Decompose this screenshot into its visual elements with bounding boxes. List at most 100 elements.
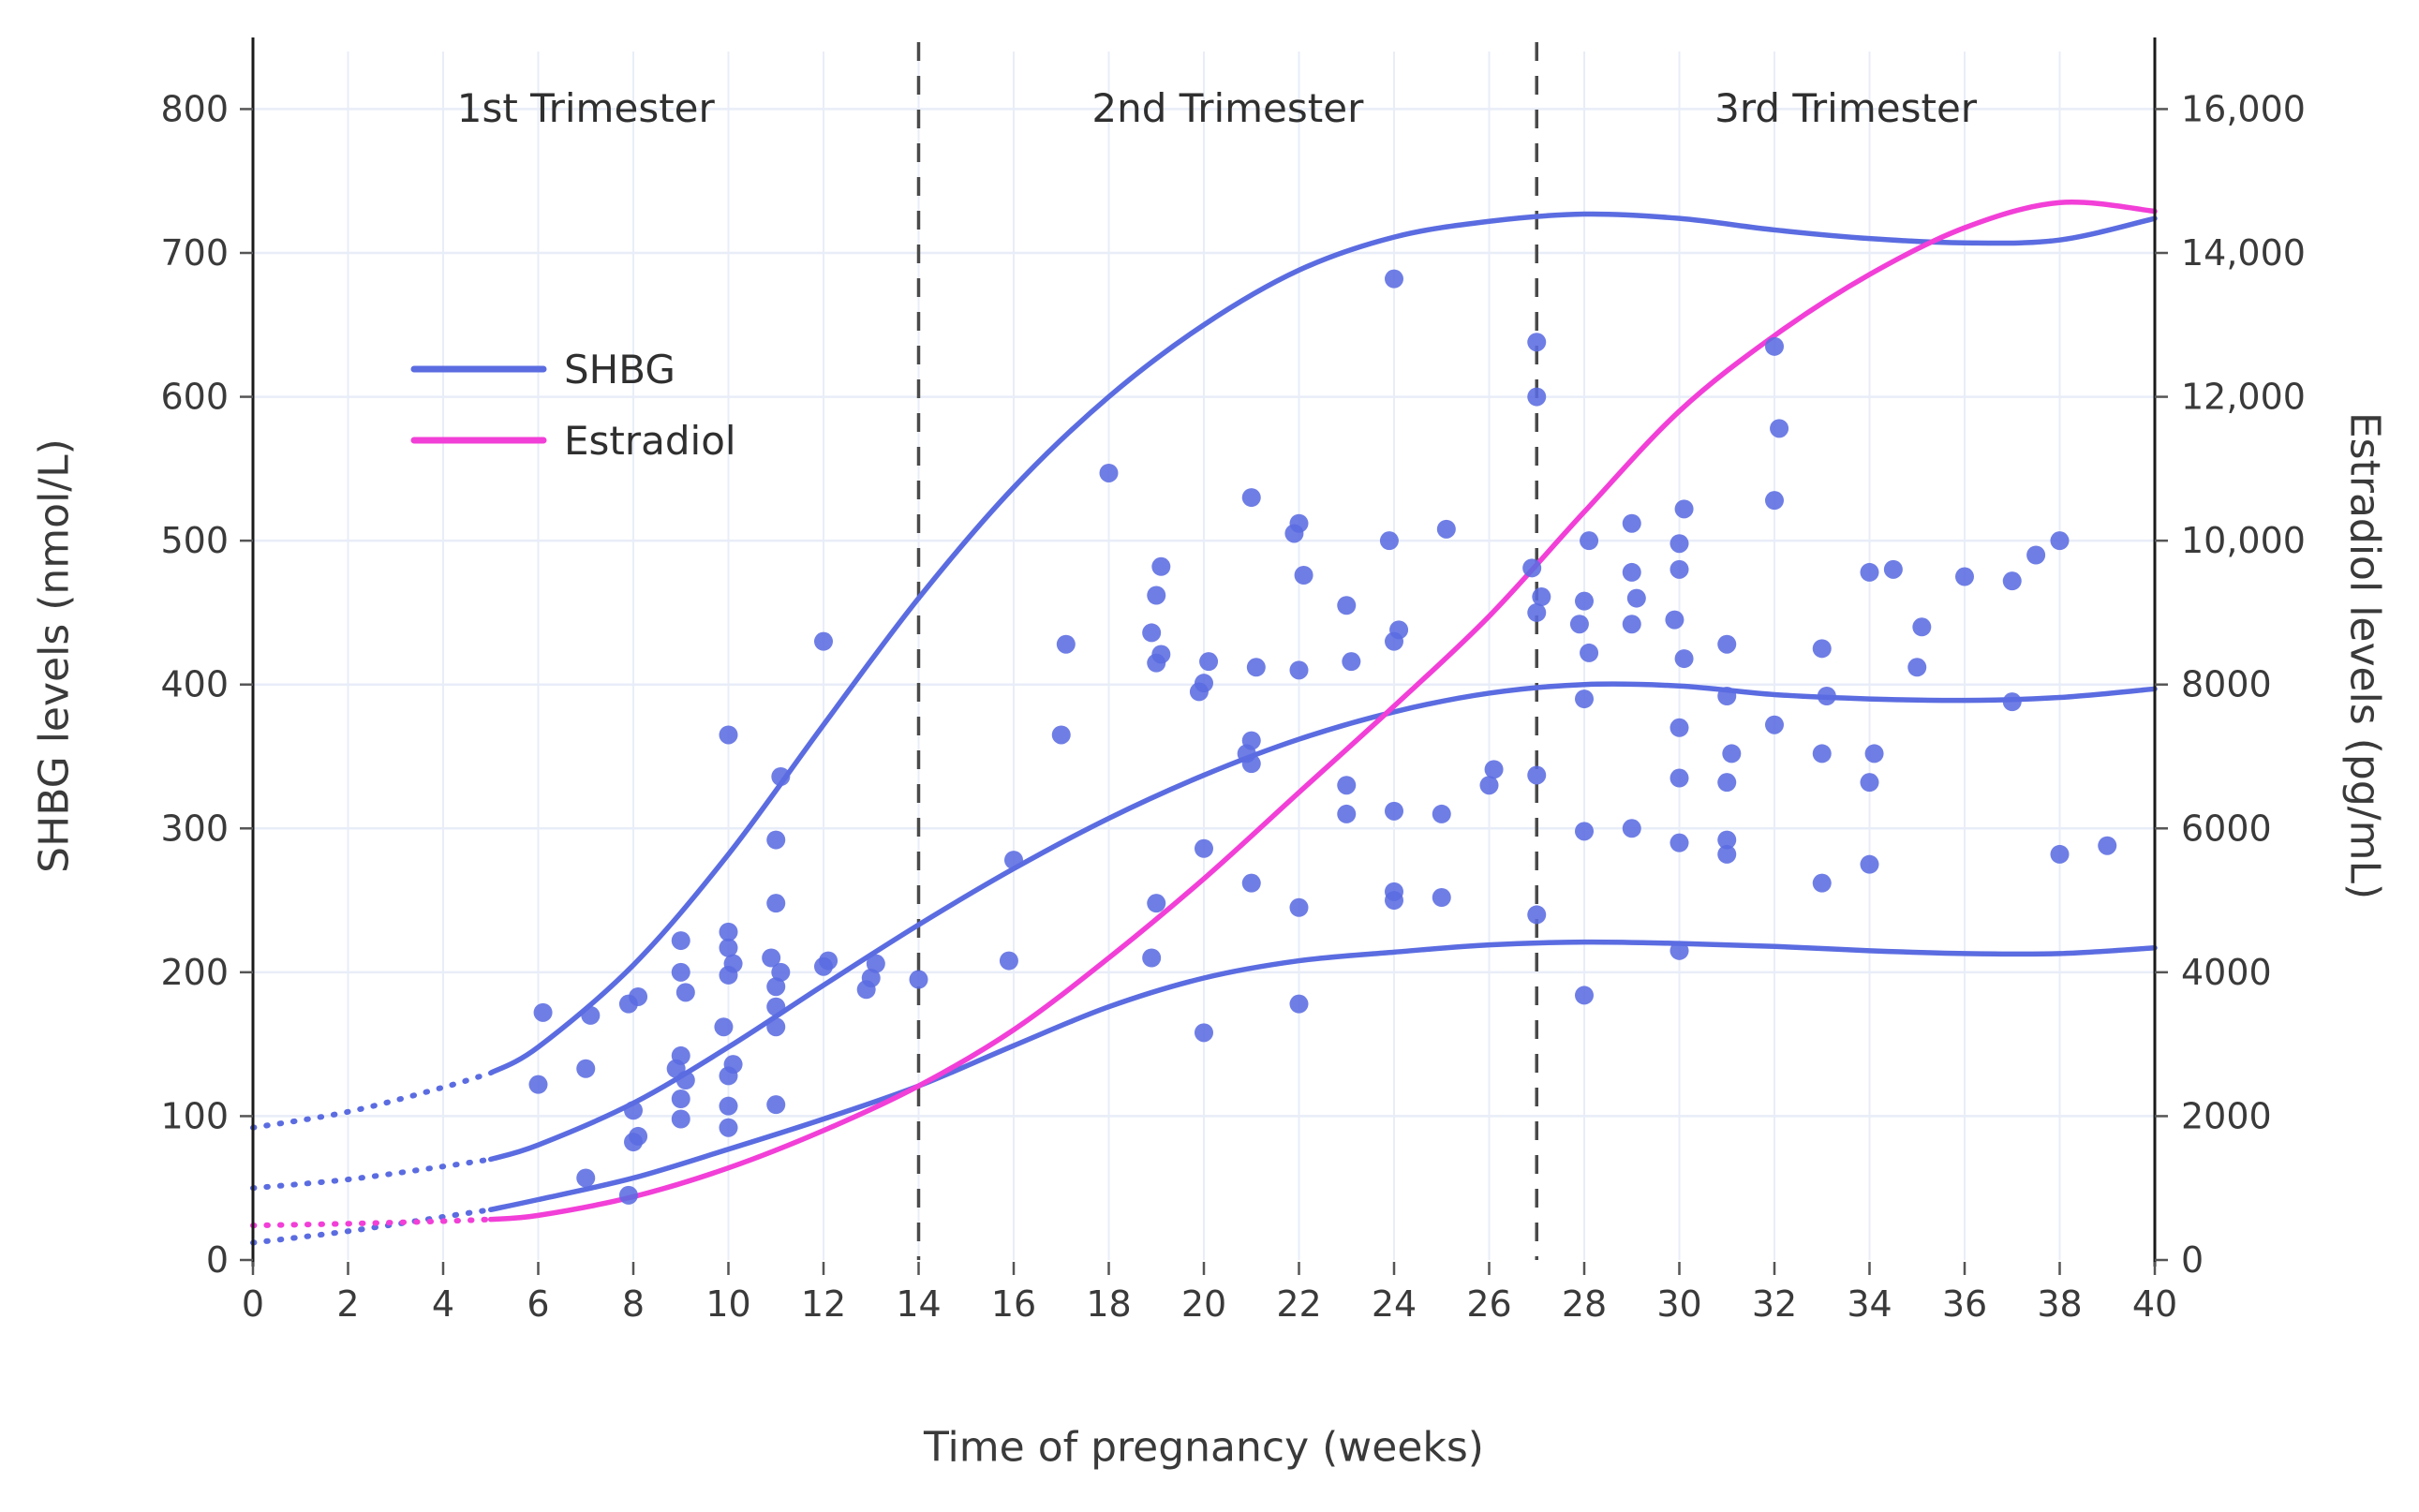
scatter-point	[1717, 687, 1737, 705]
trimester-label: 3rd Trimester	[1714, 85, 1978, 131]
scatter-point	[1289, 660, 1309, 680]
x-tick-label: 22	[1276, 1283, 1321, 1325]
scatter-point	[2050, 531, 2070, 551]
scatter-point	[1670, 833, 1689, 852]
scatter-point	[766, 997, 786, 1016]
scatter-point	[2098, 836, 2117, 855]
scatter-point	[1099, 463, 1119, 482]
right-tick-label: 2000	[2181, 1095, 2272, 1136]
scatter-point	[1864, 744, 1884, 763]
x-tick-label: 28	[1562, 1283, 1607, 1325]
scatter-point	[1432, 888, 1451, 907]
estradiol-curve-dotted	[250, 1216, 494, 1229]
scatter-point	[1717, 634, 1737, 654]
scatter-point	[719, 922, 738, 941]
x-tick-label: 2	[336, 1283, 359, 1325]
scatter-point	[766, 894, 786, 913]
left-tick-label: 800	[160, 88, 229, 129]
left-tick-label: 200	[160, 952, 229, 993]
scatter-point	[1670, 559, 1689, 579]
scatter-point	[1765, 336, 1784, 356]
scatter-point	[1147, 586, 1166, 605]
scatter-point	[533, 1002, 553, 1022]
scatter-point	[1626, 588, 1646, 608]
scatter-point	[528, 1075, 548, 1094]
scatter-point	[819, 951, 838, 971]
scatter-point	[1575, 822, 1594, 841]
scatter-point	[1385, 801, 1403, 821]
scatter-point	[1812, 744, 1832, 763]
scatter-point	[2002, 571, 2022, 591]
scatter-point	[629, 986, 648, 1006]
x-tick-label: 16	[991, 1283, 1036, 1325]
x-tick-label: 24	[1372, 1283, 1417, 1325]
right-tick-label: 14,000	[2181, 232, 2306, 274]
scatter-point	[1337, 596, 1357, 615]
scatter-point	[1004, 851, 1023, 870]
scatter-point	[762, 948, 781, 968]
x-tick-label: 34	[1847, 1283, 1892, 1325]
shbg-lower-curve	[488, 939, 2158, 1212]
x-tick-label: 32	[1752, 1283, 1797, 1325]
scatter-point	[1479, 776, 1499, 795]
scatter-point	[1527, 333, 1547, 352]
scatter-point	[1670, 718, 1689, 737]
scatter-point	[814, 631, 833, 651]
scatter-point	[771, 767, 791, 786]
scatter-point	[1289, 994, 1309, 1014]
x-tick-label: 26	[1466, 1283, 1511, 1325]
scatter-point	[1385, 882, 1403, 901]
x-tick-label: 20	[1181, 1283, 1226, 1325]
scatter-point	[2050, 844, 2070, 864]
scatter-point	[723, 1055, 743, 1075]
shbg-lower-curve-dotted	[250, 1207, 494, 1246]
scatter-point	[1195, 674, 1213, 693]
scatter-point	[1860, 773, 1879, 793]
right-tick-label: 10,000	[2181, 520, 2306, 561]
x-tick-label: 8	[622, 1283, 645, 1325]
scatter-point	[1912, 617, 1932, 637]
scatter-point	[866, 954, 885, 973]
scatter-point	[1432, 804, 1451, 823]
x-tick-label: 40	[2132, 1283, 2177, 1325]
scatter-point	[1575, 591, 1594, 611]
scatter-point	[1056, 634, 1076, 654]
scatter-point	[1907, 658, 1927, 677]
scatter-point	[1575, 986, 1594, 1005]
scatter-point	[1195, 838, 1213, 858]
scatter-point	[1337, 804, 1357, 823]
trimester-label: 1st Trimester	[457, 85, 716, 131]
scatter-point	[1717, 773, 1737, 793]
scatter-point	[719, 725, 738, 745]
scatter-point	[1385, 269, 1403, 289]
scatter-point	[1527, 905, 1547, 925]
scatter-point	[766, 1095, 786, 1115]
right-y-axis-title: Estradiol levels (pg/mL)	[2340, 411, 2389, 900]
scatter-point	[1195, 1023, 1213, 1043]
scatter-point	[1765, 715, 1784, 734]
x-tick-label: 10	[705, 1283, 750, 1325]
scatter-point	[1860, 854, 1879, 874]
scatter-point	[1674, 649, 1694, 669]
scatter-point	[1522, 558, 1542, 578]
scatter-point	[1770, 419, 1789, 438]
scatter-point	[1142, 623, 1162, 643]
scatter-point	[1670, 941, 1689, 960]
shbg-upper-curve	[488, 211, 2158, 1076]
scatter-point	[576, 1168, 596, 1188]
left-tick-label: 700	[160, 232, 229, 274]
scatter-point	[1436, 519, 1456, 539]
scatter-point	[1812, 639, 1832, 659]
scatter-point	[1142, 948, 1162, 968]
scatter-point	[1622, 615, 1641, 634]
scatter-point	[1955, 567, 1974, 586]
left-tick-label: 300	[160, 808, 229, 849]
scatter-point	[766, 830, 786, 850]
scatter-point	[1337, 776, 1357, 795]
shbg-median-curve	[488, 681, 2158, 1163]
legend-label-shbg: SHBG	[564, 347, 675, 393]
scatter-point	[723, 954, 743, 973]
scatter-point	[1575, 689, 1594, 709]
scatter-point	[1665, 610, 1684, 630]
scatter-point	[1670, 768, 1689, 788]
